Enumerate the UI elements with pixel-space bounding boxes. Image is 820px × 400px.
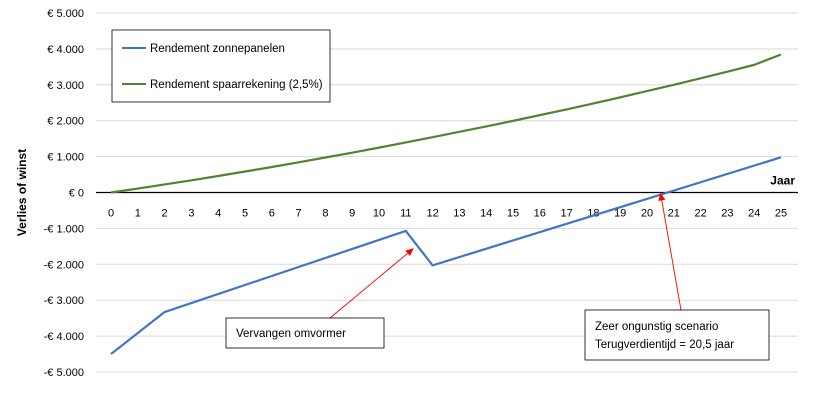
x-tick-label: 19 [614, 208, 626, 220]
legend-label-zonnepanelen: Rendement zonnepanelen [150, 43, 285, 55]
x-tick-label: 9 [349, 208, 355, 220]
x-tick-label: 24 [748, 208, 760, 220]
x-tick-label: 6 [269, 208, 275, 220]
series-line-1 [110, 53, 782, 194]
annotation-box [584, 309, 770, 361]
annotation-vervangen-omvormer: Vervangen omvormer [225, 248, 414, 349]
annotation-arrowhead [405, 248, 414, 256]
y-tick-label: € 1.000 [47, 152, 84, 164]
x-tick-label: 16 [534, 208, 546, 220]
x-tick-label: 15 [507, 208, 519, 220]
annotation-text-line-1: Zeer ongunstig scenario [595, 321, 718, 333]
x-tick-label: 20 [641, 208, 653, 220]
y-tick-label: € 0 [69, 188, 84, 200]
x-tick-label: 0 [108, 208, 114, 220]
annotation-box [225, 317, 385, 349]
annotation-arrowhead [658, 192, 666, 201]
y-tick-label: -€ 2.000 [44, 259, 84, 271]
annotation-terugverdientijd: Zeer ongunstig scenario Terugverdientijd… [584, 192, 770, 361]
x-tick-label: 13 [453, 208, 465, 220]
y-tick-label: -€ 1.000 [44, 223, 84, 235]
x-tick-label: 22 [694, 208, 706, 220]
x-tick-label: 4 [215, 208, 221, 220]
annotation-arrow [661, 200, 682, 311]
x-tick-label: 17 [560, 208, 572, 220]
y-tick-label: -€ 4.000 [44, 331, 84, 343]
x-tick-label: 23 [721, 208, 733, 220]
x-axis-label: Jaar [770, 174, 795, 188]
x-axis-ticks: 0 1 2 3 4 5 6 7 8 9 10 11 12 13 14 15 16 17 18 19 20 21 22 23 24… [108, 208, 787, 220]
x-tick-label: 1 [135, 208, 141, 220]
x-tick-label: 3 [188, 208, 194, 220]
y-axis-ticks: € 5.000 € 4.000 € 3.000 € 2.000 € 1.000 € 0 -€… [44, 8, 84, 379]
legend-label-spaarrekening: Rendement spaarrekening (2,5%) [150, 79, 323, 91]
y-tick-label: € 2.000 [47, 116, 84, 128]
x-tick-label: 14 [480, 208, 492, 220]
y-tick-label: € 4.000 [47, 44, 84, 56]
legend-box [111, 29, 331, 103]
y-tick-label: -€ 3.000 [44, 295, 84, 307]
x-tick-label: 5 [242, 208, 248, 220]
y-tick-label: -€ 5.000 [44, 367, 84, 379]
series-line-0 [110, 156, 782, 355]
annotation-text-line-2: Terugverdientijd = 20,5 jaar [595, 339, 734, 351]
annotation-arrow [329, 252, 408, 319]
x-tick-label: 12 [426, 208, 438, 220]
x-tick-label: 10 [373, 208, 385, 220]
x-tick-label: 11 [400, 208, 411, 220]
x-tick-label: 2 [162, 208, 168, 220]
x-tick-label: 25 [775, 208, 787, 220]
x-tick-label: 21 [668, 208, 680, 220]
x-tick-label: 7 [296, 208, 302, 220]
y-tick-label: € 3.000 [47, 80, 84, 92]
annotation-text: Vervangen omvormer [236, 328, 346, 340]
y-axis-label: Verlies of winst [15, 149, 29, 236]
y-tick-label: € 5.000 [47, 8, 84, 20]
series-group [110, 53, 782, 355]
x-tick-label: 8 [322, 208, 328, 220]
legend: Rendement zonnepanelen Rendement spaarre… [111, 29, 331, 103]
